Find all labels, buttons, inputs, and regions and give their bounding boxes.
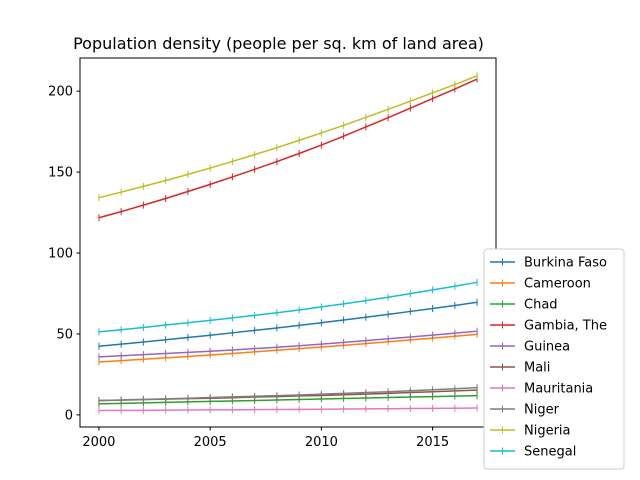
x-tick-label: 2005 (194, 435, 227, 450)
legend-item: Gambia, The (490, 319, 607, 334)
series-line (98, 78, 478, 219)
y-tick-label: 200 (48, 85, 73, 100)
series-layer (98, 72, 478, 414)
legend-item: Niger (490, 403, 560, 418)
series-4 (98, 327, 478, 361)
y-tick-label: 150 (48, 166, 73, 181)
chart-title: Population density (people per sq. km of… (73, 34, 484, 53)
x-tick-label: 2015 (416, 435, 449, 450)
legend-label: Guinea (524, 340, 570, 355)
y-axis: 0 50 100 150 200 (48, 85, 80, 423)
x-tick-label: 2010 (305, 435, 338, 450)
legend-item: Mali (490, 361, 550, 376)
legend-item: Nigeria (490, 424, 571, 439)
y-tick-label: 100 (48, 247, 73, 262)
legend-item: Senegal (490, 445, 576, 460)
legend-label: Nigeria (524, 424, 571, 439)
legend-label: Mauritania (524, 382, 593, 397)
plot-area-frame (79, 57, 497, 428)
legend-label: Mali (524, 361, 550, 376)
x-tick-label: 2000 (82, 435, 115, 450)
series-line (98, 333, 478, 363)
legend-item: Mauritania (490, 382, 593, 397)
y-tick-label: 50 (56, 327, 73, 342)
series-7 (98, 384, 478, 404)
series-3 (98, 75, 478, 222)
legend-item: Chad (490, 298, 558, 313)
legend-item: Burkina Faso (490, 256, 607, 271)
series-line (98, 330, 478, 358)
legend-label: Chad (524, 298, 558, 313)
series-line (98, 301, 478, 347)
y-tick-label: 0 (65, 408, 73, 423)
series-line (98, 394, 478, 405)
legend-label: Gambia, The (524, 319, 607, 334)
legend-frame (483, 248, 625, 470)
legend-label: Burkina Faso (524, 256, 607, 271)
series-6 (98, 404, 478, 414)
series-line (98, 75, 478, 199)
legend-item: Cameroon (490, 277, 591, 292)
legend: Burkina Faso Cameroon Chad Gambia, The Guine… (483, 248, 625, 470)
x-axis: 2000 2005 2010 2015 (82, 427, 449, 450)
legend-item: Guinea (490, 340, 570, 355)
legend-label: Senegal (524, 445, 576, 460)
series-9 (98, 278, 478, 336)
series-line (98, 407, 478, 412)
legend-label: Niger (524, 403, 560, 418)
series-line (98, 281, 478, 333)
series-0 (98, 298, 478, 350)
series-line (98, 386, 478, 402)
legend-label: Cameroon (524, 277, 591, 292)
series-8 (98, 72, 478, 202)
